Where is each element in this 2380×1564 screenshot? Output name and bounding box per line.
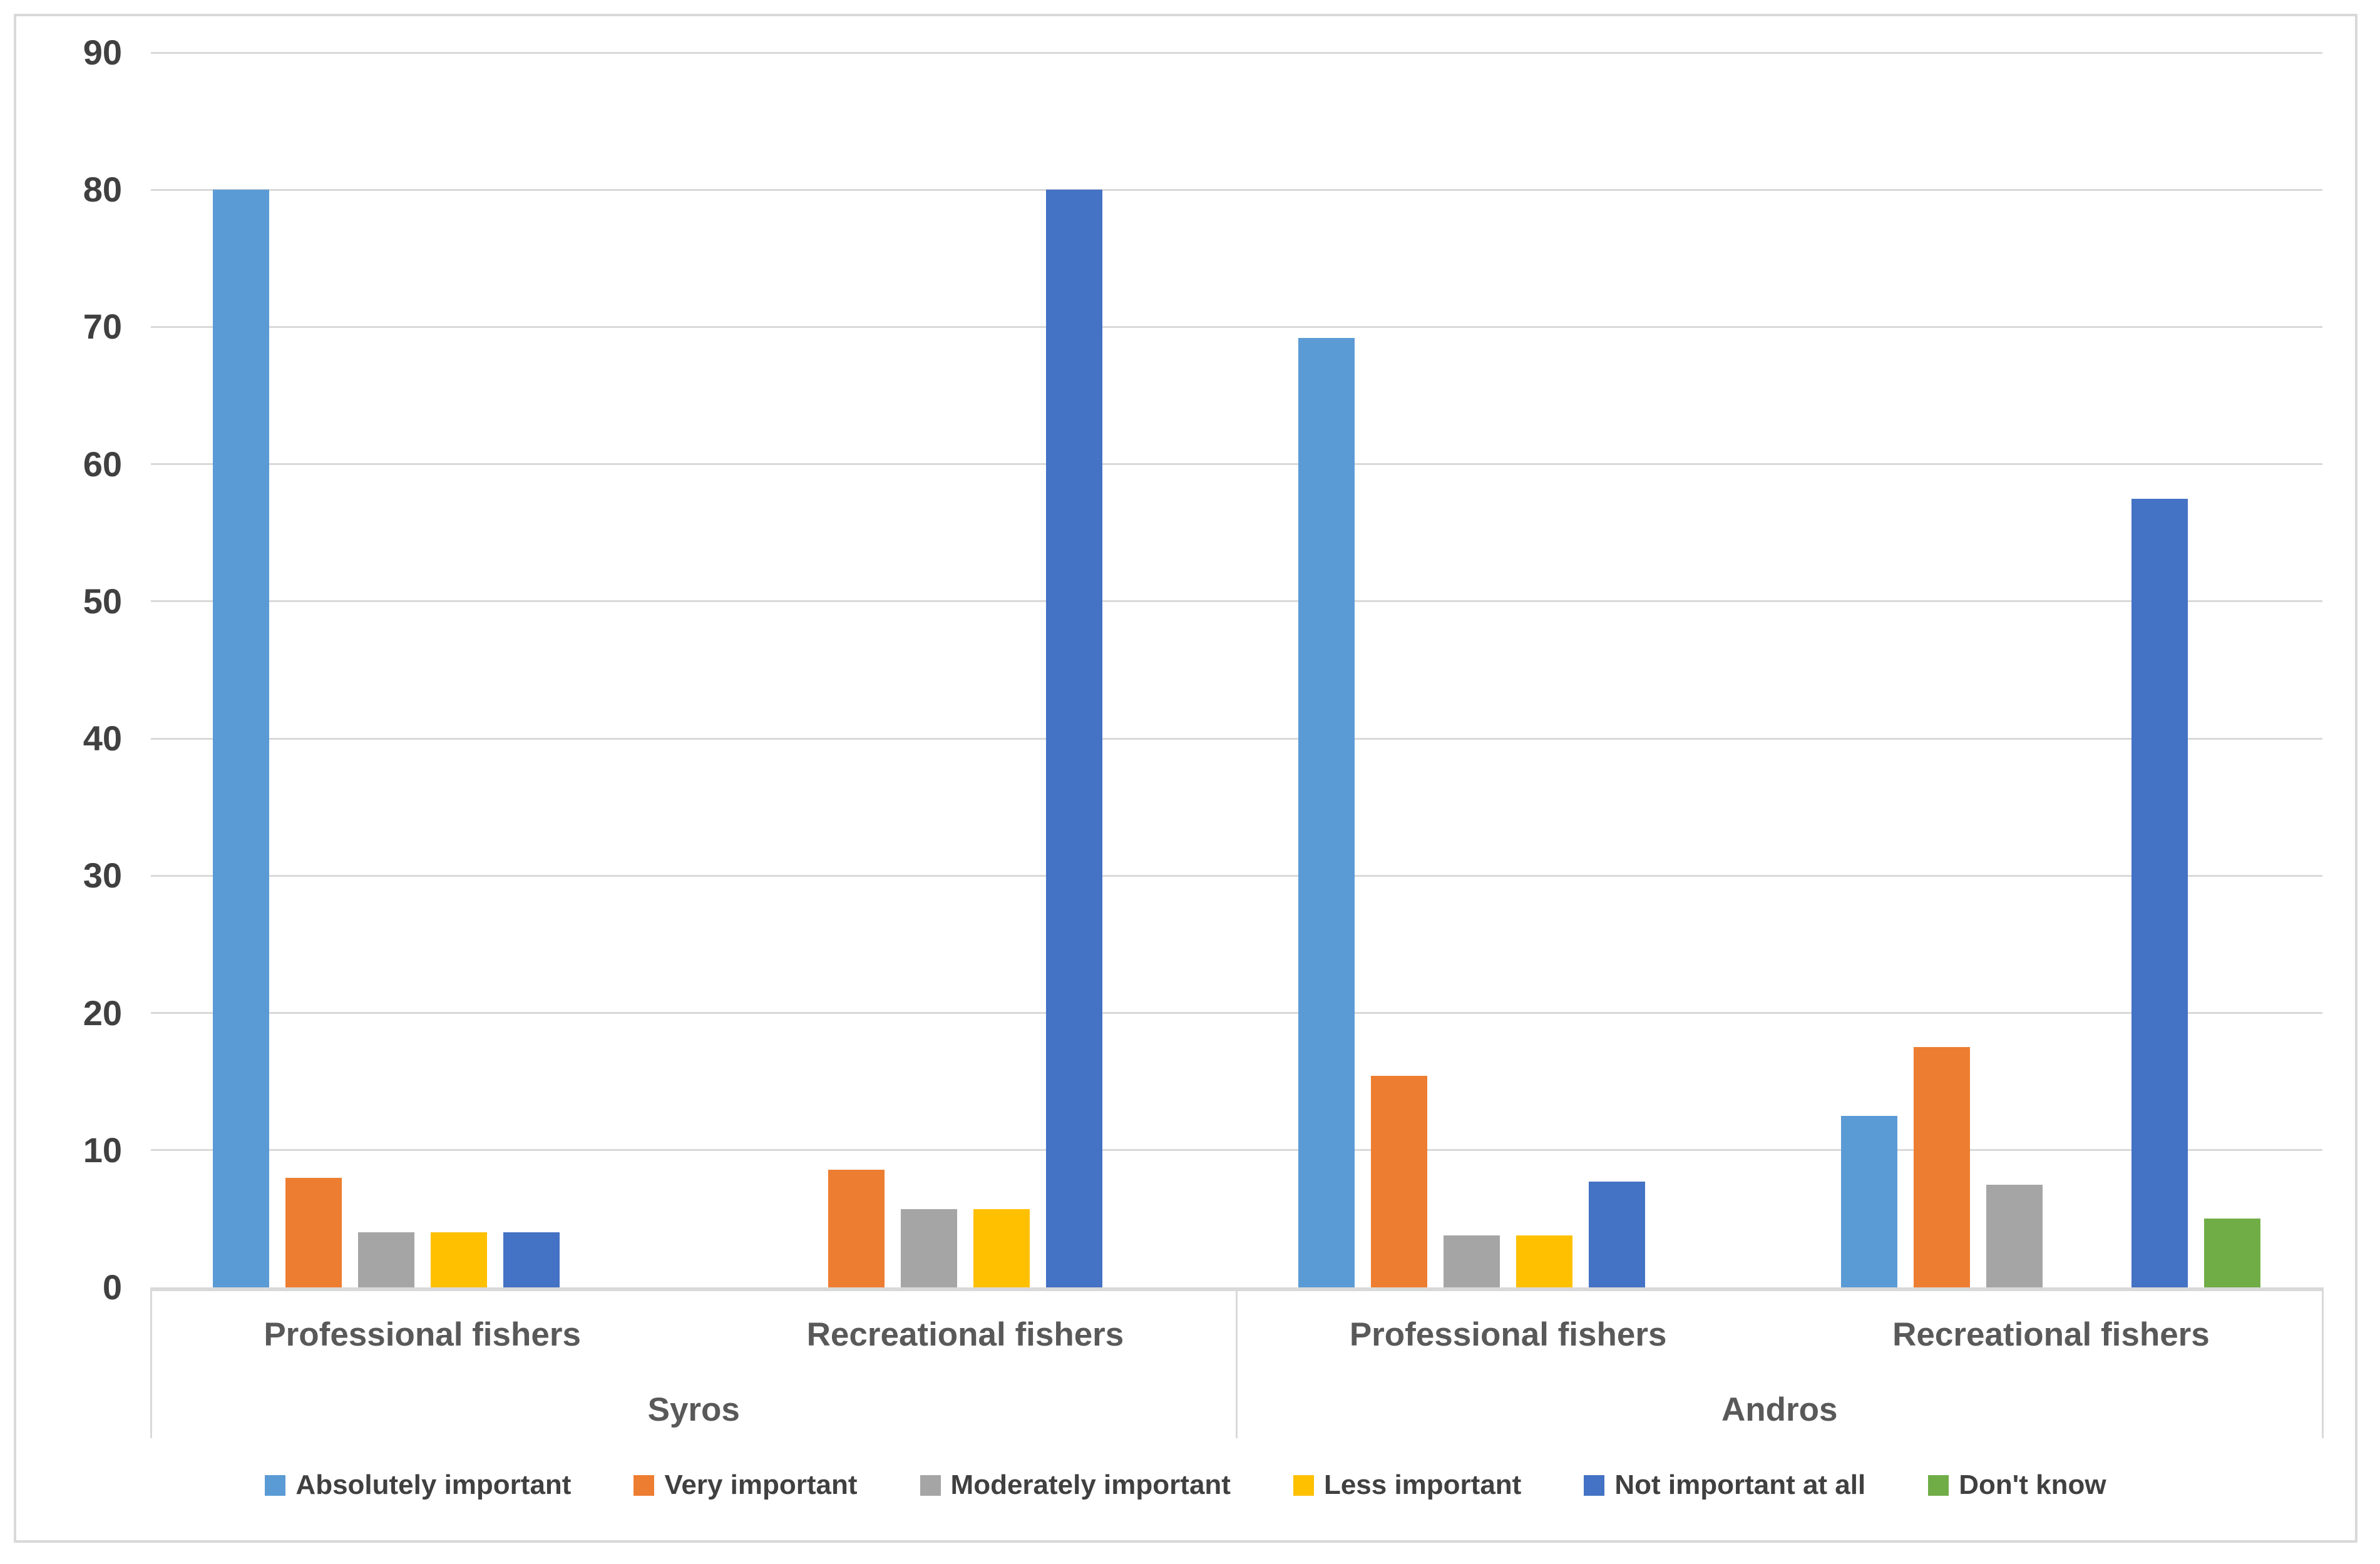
bar-very-important: [1914, 1047, 1971, 1287]
legend-item-less-important: Less important: [1293, 1469, 1521, 1501]
gridline-y-50: [151, 600, 2322, 603]
bar-less-important: [1516, 1235, 1573, 1287]
y-tick-label-70: 70: [83, 307, 122, 347]
legend-label: Absolutely important: [295, 1469, 572, 1500]
gridline-y-70: [151, 325, 2322, 328]
legend-marker-icon: [1928, 1475, 1949, 1496]
y-tick-label-90: 90: [83, 33, 122, 72]
gridline-y-60: [151, 463, 2322, 466]
group-label-andros: Andros: [1721, 1391, 1838, 1428]
y-tick-label-10: 10: [83, 1130, 122, 1170]
bar-group-2: [1237, 53, 1780, 1287]
bar-moderately-important: [1986, 1184, 2043, 1287]
bar-very-important: [285, 1177, 342, 1287]
bar-moderately-important: [1444, 1235, 1500, 1287]
gridline-y-10: [151, 1149, 2322, 1152]
bar-group-1: [694, 53, 1236, 1287]
y-tick-label-20: 20: [83, 993, 122, 1033]
axis-label-separator-0: [150, 1287, 152, 1438]
legend-item-moderately-important: Moderately important: [920, 1469, 1231, 1501]
legend-label: Very important: [664, 1469, 858, 1500]
bar-absolutely-important: [1298, 338, 1355, 1287]
y-tick-label-0: 0: [102, 1267, 122, 1307]
group-label-syros: Syros: [647, 1391, 740, 1428]
legend-item-absolutely-important: Absolutely important: [265, 1469, 571, 1501]
legend-label: Moderately important: [950, 1469, 1231, 1500]
bar-very-important: [828, 1169, 885, 1287]
bar-moderately-important: [357, 1232, 414, 1287]
bar-moderately-important: [900, 1209, 957, 1287]
legend-item-don-t-know: Don't know: [1928, 1469, 2106, 1501]
gridline-y-90: [151, 51, 2322, 54]
y-tick-label-60: 60: [83, 444, 122, 484]
category-label-0: Professional fishers: [264, 1316, 581, 1353]
bar-not-important-at-all: [2131, 498, 2188, 1287]
gridline-y-20: [151, 1012, 2322, 1015]
legend: Absolutely important Very important Modera…: [14, 1469, 2357, 1501]
legend-label: Don't know: [1959, 1469, 2106, 1500]
bar-not-important-at-all: [1045, 190, 1102, 1287]
bar-don-t-know: [2204, 1219, 2261, 1287]
bar-less-important: [430, 1232, 487, 1287]
legend-label: Less important: [1323, 1469, 1522, 1500]
legend-item-not-important-at-all: Not important at all: [1584, 1469, 1865, 1501]
legend-marker-icon: [1293, 1475, 1314, 1496]
gridline-y-80: [151, 188, 2322, 191]
bar-group-0: [151, 53, 694, 1287]
bar-less-important: [973, 1209, 1030, 1287]
legend-marker-icon: [1584, 1475, 1605, 1496]
y-tick-label-30: 30: [83, 856, 122, 896]
legend-item-very-important: Very important: [633, 1469, 858, 1501]
bar-group-3: [1780, 53, 2322, 1287]
bar-not-important-at-all: [1589, 1182, 1646, 1287]
legend-label: Not important at all: [1614, 1469, 1866, 1500]
y-tick-label-40: 40: [83, 718, 122, 759]
bar-not-important-at-all: [503, 1232, 560, 1287]
legend-marker-icon: [633, 1475, 655, 1496]
bar-absolutely-important: [1841, 1116, 1898, 1287]
legend-marker-icon: [265, 1475, 286, 1496]
y-tick-label-50: 50: [83, 581, 122, 621]
legend-marker-icon: [920, 1475, 941, 1496]
axis-label-separator-4: [2321, 1287, 2324, 1438]
y-tick-label-80: 80: [83, 170, 122, 210]
bar-very-important: [1371, 1076, 1428, 1287]
gridline-y-30: [151, 874, 2322, 877]
gridline-y-40: [151, 737, 2322, 740]
category-label-2: Professional fishers: [1349, 1316, 1667, 1353]
bar-absolutely-important: [212, 190, 269, 1287]
axis-label-separator-2: [1236, 1287, 1238, 1438]
category-label-1: Recreational fishers: [806, 1316, 1124, 1353]
category-label-3: Recreational fishers: [1892, 1316, 2210, 1353]
